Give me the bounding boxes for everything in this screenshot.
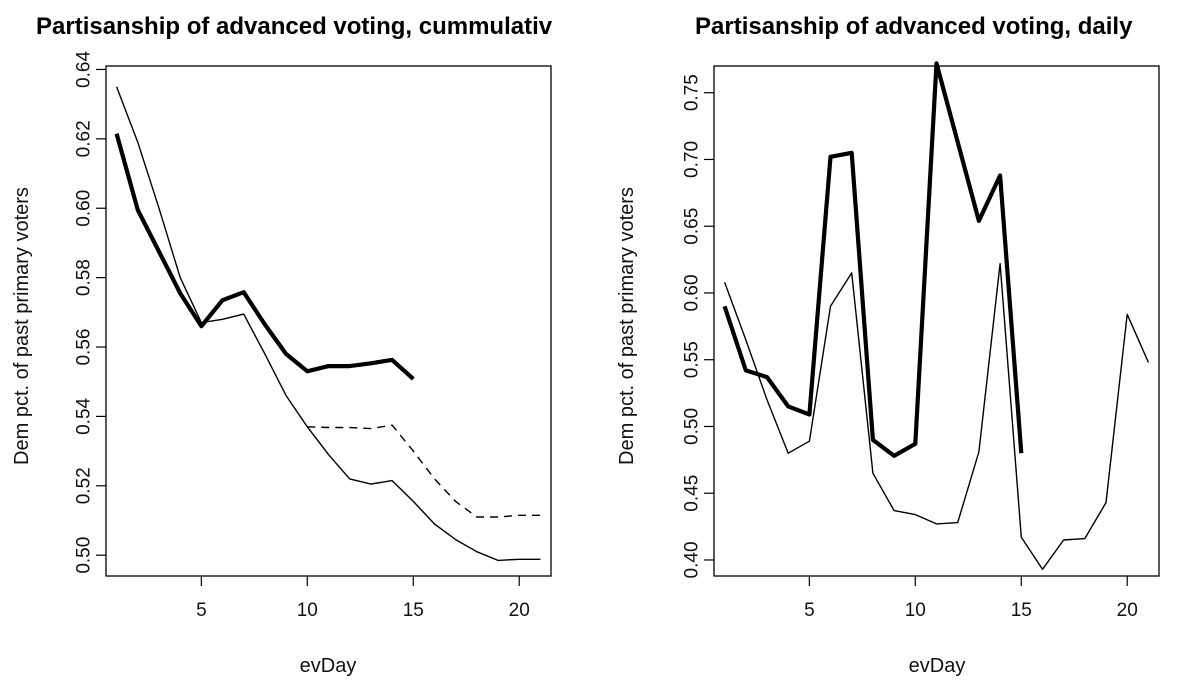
chart-title: Partisanship of advanced voting, daily: [695, 13, 1133, 40]
y-tick-label: 0.62: [74, 120, 95, 157]
y-tick-label: 0.75: [682, 74, 703, 111]
x-tick-label: 10: [905, 600, 926, 621]
y-tick-label: 0.55: [682, 341, 703, 378]
x-tick-label: 10: [297, 600, 318, 621]
y-tick-label: 0.52: [74, 467, 95, 504]
series-line-thin: [115, 86, 541, 562]
y-tick-label: 0.64: [74, 51, 95, 88]
x-tick-label: 15: [403, 600, 424, 621]
y-axis-label: Dem pct. of past primary voters: [616, 187, 638, 465]
y-tick-label: 0.60: [74, 190, 95, 227]
y-tick-label: 0.60: [682, 274, 703, 311]
y-tick-label: 0.50: [682, 408, 703, 445]
x-tick-label: 20: [509, 600, 530, 621]
y-tick-label: 0.70: [682, 141, 703, 178]
series-line-thin: [723, 262, 1150, 570]
y-tick-label: 0.45: [682, 475, 703, 512]
y-axis-label: Dem pct. of past primary voters: [11, 187, 33, 465]
y-tick-label: 0.65: [682, 208, 703, 245]
y-tick-label: 0.58: [74, 259, 95, 296]
x-tick-label: 5: [196, 600, 207, 621]
x-tick-label: 5: [804, 600, 815, 621]
plot-frame: [713, 65, 1160, 577]
series-line-thick: [114, 133, 415, 381]
x-axis-label: evDay: [300, 655, 357, 677]
series-line-thick: [722, 61, 1024, 458]
x-tick-label: 15: [1011, 600, 1032, 621]
y-tick-label: 0.50: [74, 537, 95, 574]
plot-frame: [105, 65, 552, 577]
y-tick-label: 0.56: [74, 329, 95, 366]
panel-daily: Partisanship of advanced voting, daily 0…: [616, 13, 1160, 677]
y-tick-label: 0.54: [74, 397, 95, 434]
chart-title: Partisanship of advanced voting, cummula…: [36, 13, 553, 40]
x-tick-label: 20: [1117, 600, 1138, 621]
x-axis-label: evDay: [909, 655, 966, 677]
panel-cumulative: Partisanship of advanced voting, cummula…: [11, 13, 553, 677]
y-tick-label: 0.40: [682, 541, 703, 578]
